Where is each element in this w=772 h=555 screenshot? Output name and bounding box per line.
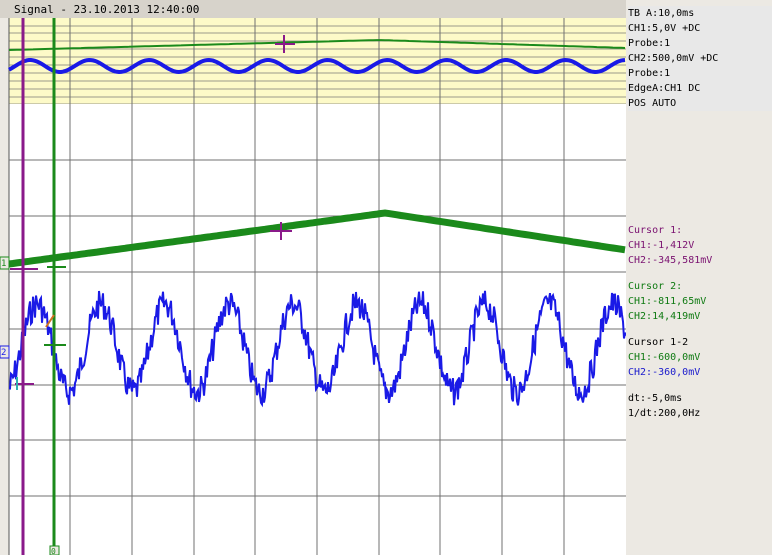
ch1-setting-label: CH1:5,0V +DC [628,23,701,34]
ch2-setting-label: CH2:500,0mV +DC [628,53,719,64]
window-title: Signal - 23.10.2013 12:40:00 [14,3,200,16]
cursor2-ch1-value: CH1:-811,65mV [628,296,707,307]
ch1-marker-label: 1 [1,259,6,269]
cursor1-title: Cursor 1: [628,225,683,236]
settings-block: TB A:10,0ms CH1:5,0V +DC Probe:1 CH2:500… [628,6,772,111]
ch2-marker[interactable]: 2 [0,345,10,359]
ch2-probe-label: Probe:1 [628,68,671,79]
cursor1-block: Cursor 1: CH1:-1,412V CH2:-345,581mV [628,223,712,268]
overview-ch1-trace [8,39,626,51]
left-margin [0,18,9,555]
overview-ch2-trace [8,57,626,75]
ch1-probe-label: Probe:1 [628,38,671,49]
inv-dt-value: 1/dt:200,0Hz [628,408,701,419]
main-grid [9,18,626,555]
cursor2-ch2-value: CH2:14,419mV [628,311,701,322]
main-crosshair [270,222,292,240]
cursor2-block: Cursor 2: CH1:-811,65mV CH2:14,419mV [628,279,706,324]
ch1-marker[interactable]: 1 [0,256,10,270]
cursor-diff-ch2-value: CH2:-360,0mV [628,367,701,378]
cursor2-bottom-marker[interactable]: 0 [49,545,60,555]
timing-block: dt:-5,0ms 1/dt:200,0Hz [628,391,700,421]
trigger-pos-label: POS AUTO [628,98,677,109]
ch2-marker-label: 2 [1,348,6,358]
ch2-trace [8,290,626,408]
overview-crosshair [275,35,295,53]
cursor-diff-title: Cursor 1-2 [628,337,689,348]
ch1-trace [8,209,626,268]
dt-value: dt:-5,0ms [628,393,683,404]
cursor-diff-ch1-value: CH1:-600,0mV [628,352,701,363]
cursor2-bottom-label: 0 [51,547,56,555]
trigger-edge-label: EdgeA:CH1 DC [628,83,701,94]
cursor-markers [10,266,66,390]
scope-display[interactable]: 1 2 0 [0,0,626,555]
cursor-diff-block: Cursor 1-2 CH1:-600,0mV CH2:-360,0mV [628,335,700,380]
cursor1-ch2-value: CH2:-345,581mV [628,255,713,266]
timebase-label: TB A:10,0ms [628,8,695,19]
cursor1-ch1-value: CH1:-1,412V [628,240,695,251]
cursor2-title: Cursor 2: [628,281,683,292]
